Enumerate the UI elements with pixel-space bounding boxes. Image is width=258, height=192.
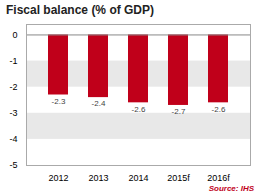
svg-text:2013: 2013 — [88, 173, 108, 183]
svg-text:2014: 2014 — [128, 173, 148, 183]
svg-text:-1: -1 — [9, 56, 17, 66]
html-text:Source: IHS: Source: IHS — [208, 184, 254, 192]
svg-text:-2.4: -2.4 — [92, 99, 106, 108]
svg-text:-2: -2 — [9, 82, 17, 92]
html-text:Fiscal balance (% of GDP): Fiscal balance (% of GDP) — [6, 3, 154, 17]
svg-text:-4: -4 — [9, 134, 17, 144]
svg-text:-2.6: -2.6 — [132, 105, 146, 114]
svg-text:-3: -3 — [9, 108, 17, 118]
svg-text:-2.3: -2.3 — [52, 97, 66, 106]
svg-text:-2.7: -2.7 — [172, 107, 186, 116]
svg-text:2016f: 2016f — [207, 173, 230, 183]
svg-text:0: 0 — [12, 30, 17, 40]
svg-text:-5: -5 — [9, 160, 17, 170]
svg-text:2015f: 2015f — [167, 173, 190, 183]
svg-text:2012: 2012 — [48, 173, 68, 183]
svg-text:-2.6: -2.6 — [212, 105, 226, 114]
